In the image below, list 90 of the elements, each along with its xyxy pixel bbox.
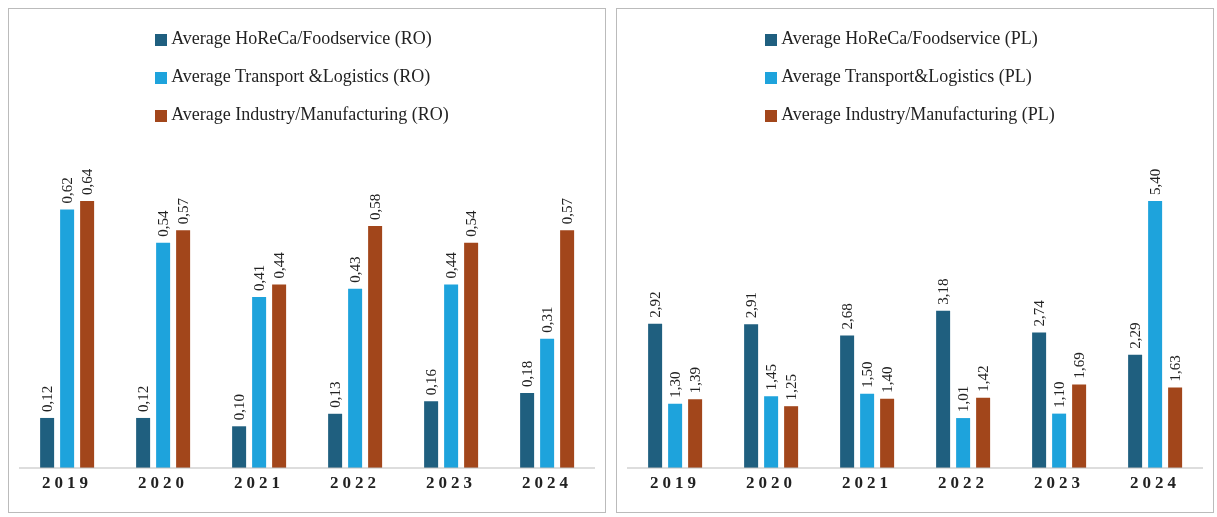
legend-label: Average Industry/Manufacturing (PL) bbox=[781, 104, 1055, 124]
x-tick-label: 2020 bbox=[138, 473, 188, 493]
bar bbox=[956, 418, 971, 468]
bar bbox=[520, 392, 535, 468]
x-tick-label: 2021 bbox=[234, 473, 284, 493]
x-tick-label: 2022 bbox=[938, 473, 988, 493]
x-tick-label: 2023 bbox=[426, 473, 476, 493]
data-label: 0,64 bbox=[79, 168, 96, 196]
data-label: 3,18 bbox=[935, 278, 952, 305]
bar bbox=[176, 230, 191, 468]
bar bbox=[1148, 201, 1163, 468]
data-label: 0,12 bbox=[135, 385, 152, 412]
bar bbox=[464, 242, 479, 468]
data-label: 0,43 bbox=[347, 256, 364, 283]
data-label: 0,44 bbox=[443, 251, 460, 279]
data-label: 5,40 bbox=[1147, 168, 1164, 196]
data-label: 1,63 bbox=[1167, 355, 1184, 382]
bar bbox=[744, 324, 759, 468]
data-label: 0,10 bbox=[231, 394, 248, 421]
bar bbox=[840, 335, 855, 468]
data-label: 0,12 bbox=[39, 385, 56, 412]
x-tick-label: 2020 bbox=[746, 473, 796, 493]
data-label: 0,54 bbox=[155, 210, 172, 237]
bar bbox=[764, 396, 779, 468]
bar bbox=[1128, 354, 1143, 468]
data-label: 2,92 bbox=[647, 291, 664, 318]
data-label: 2,91 bbox=[743, 291, 760, 319]
data-label: 2,29 bbox=[1127, 322, 1144, 349]
data-label: 1,42 bbox=[975, 365, 992, 392]
legend-label: Average HoReCa/Foodservice (RO) bbox=[171, 28, 432, 48]
bar bbox=[252, 296, 267, 468]
legend-label: Average Transport &Logistics (RO) bbox=[171, 66, 431, 86]
data-label: 1,50 bbox=[859, 361, 876, 388]
x-tick-label: 2019 bbox=[42, 473, 92, 493]
x-tick-label: 2019 bbox=[650, 473, 700, 493]
bar bbox=[668, 403, 683, 468]
data-label: 1,39 bbox=[687, 367, 704, 394]
x-tick-label: 2023 bbox=[1034, 473, 1084, 493]
data-label: 0,31 bbox=[539, 306, 556, 333]
bar bbox=[444, 284, 459, 468]
data-label: 0,44 bbox=[271, 251, 288, 279]
data-label: 0,57 bbox=[559, 197, 576, 225]
bar bbox=[976, 397, 991, 468]
data-label: 1,01 bbox=[955, 385, 972, 413]
data-label: 0,62 bbox=[59, 177, 76, 204]
bar bbox=[40, 417, 55, 468]
bar bbox=[688, 399, 703, 468]
bar bbox=[784, 406, 799, 468]
data-label: 1,30 bbox=[667, 371, 684, 398]
data-label: 0,54 bbox=[463, 210, 480, 237]
bar bbox=[560, 230, 575, 468]
data-label: 1,25 bbox=[783, 373, 800, 401]
bar bbox=[880, 398, 895, 468]
data-label: 0,16 bbox=[423, 368, 440, 396]
legend-label: Average HoReCa/Foodservice (PL) bbox=[781, 28, 1038, 48]
bar bbox=[232, 426, 247, 468]
bar bbox=[156, 242, 171, 468]
bar bbox=[1052, 413, 1067, 468]
data-label: 1,45 bbox=[763, 364, 780, 391]
bar bbox=[936, 310, 951, 468]
data-label: 0,18 bbox=[519, 360, 536, 387]
data-label: 1,69 bbox=[1071, 352, 1088, 379]
x-tick-label: 2021 bbox=[842, 473, 892, 493]
bar bbox=[136, 417, 151, 468]
data-label: 0,57 bbox=[175, 197, 192, 225]
bar bbox=[368, 226, 383, 468]
legend-label: Average Transport&Logistics (PL) bbox=[781, 66, 1032, 86]
x-tick-label: 2024 bbox=[522, 473, 572, 493]
bar bbox=[348, 288, 363, 468]
data-label: 0,41 bbox=[251, 264, 268, 291]
x-tick-label: 2022 bbox=[330, 473, 380, 493]
data-label: 1,10 bbox=[1051, 381, 1068, 408]
bar bbox=[60, 209, 75, 468]
bar bbox=[80, 201, 95, 468]
data-label: 0,58 bbox=[367, 193, 384, 221]
data-label: 2,68 bbox=[839, 303, 856, 330]
bar bbox=[1032, 332, 1047, 468]
data-label: 2,74 bbox=[1031, 299, 1048, 327]
bar bbox=[1072, 384, 1087, 468]
bar bbox=[1168, 387, 1183, 468]
legend-label: Average Industry/Manufacturing (RO) bbox=[171, 104, 449, 124]
bar bbox=[540, 338, 555, 468]
data-label: 0,13 bbox=[327, 381, 344, 408]
bar bbox=[328, 413, 343, 468]
bar bbox=[860, 393, 875, 468]
bar bbox=[424, 401, 439, 468]
data-label: 1,40 bbox=[879, 366, 896, 393]
x-tick-label: 2024 bbox=[1130, 473, 1180, 493]
bar bbox=[648, 323, 663, 468]
bar bbox=[272, 284, 287, 468]
